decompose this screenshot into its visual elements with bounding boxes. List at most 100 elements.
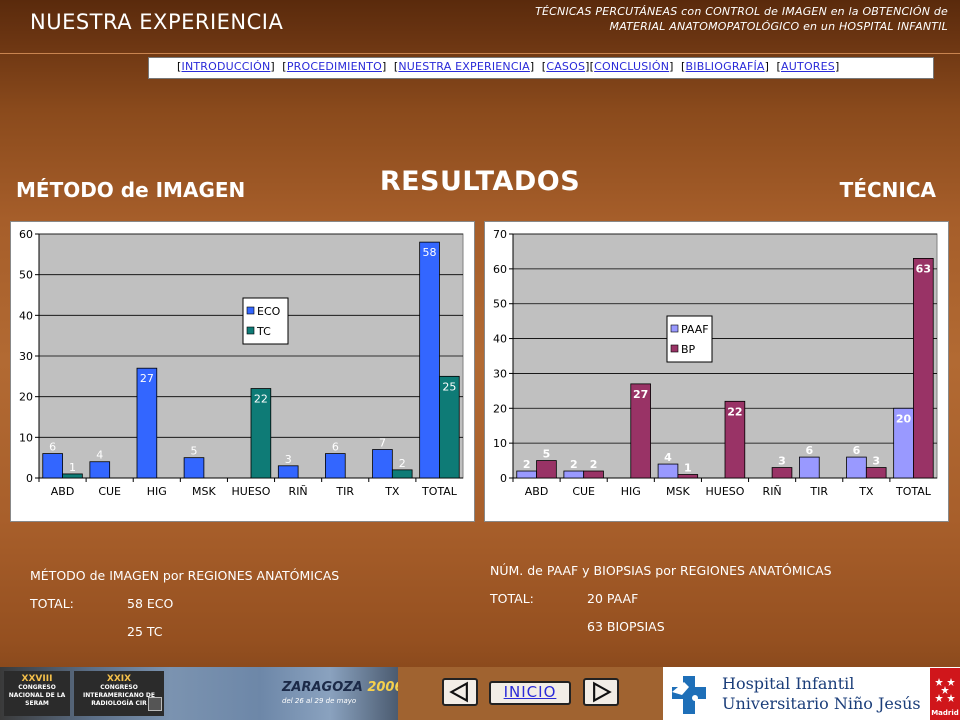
data-label: 6 — [49, 441, 56, 454]
y-tick-label: 70 — [493, 228, 507, 241]
y-tick-label: 40 — [19, 309, 33, 322]
madrid-stars-icon: Madrid — [931, 678, 959, 717]
y-tick-label: 30 — [493, 367, 507, 380]
hospital-banner — [663, 667, 960, 720]
bar — [563, 470, 585, 479]
bar — [913, 258, 934, 479]
data-label: 22 — [727, 405, 742, 418]
data-label: 27 — [140, 372, 154, 385]
hospital-logo-icon — [672, 676, 706, 714]
technique-chart: 0 10 20 30 40 50 60 70 ABD 2 5 CUE 2 2 HIG 27 MSK 4 1 HUESO… — [484, 221, 949, 522]
bar — [325, 453, 346, 479]
data-label: 4 — [96, 449, 103, 462]
nav-link-nuestra-experiencia[interactable]: NUESTRA EXPERIENCIA — [398, 60, 530, 73]
data-label: 3 — [285, 453, 292, 466]
x-tick-label: HIG — [147, 485, 167, 498]
madrid-logo-text: Madrid — [931, 709, 959, 717]
data-label: 5 — [543, 448, 551, 461]
legend-swatch — [670, 344, 679, 353]
nav-link-bibliografia[interactable]: BIBLIOGRAFÍA — [685, 60, 765, 73]
bar — [391, 469, 413, 479]
legend-label: PAAF — [681, 323, 709, 336]
data-label: 58 — [423, 246, 437, 259]
imaging-total-eco: 58 ECO — [127, 596, 174, 611]
x-tick-label: HUESO — [706, 485, 745, 498]
x-tick-label: TIR — [335, 485, 354, 498]
bar — [865, 467, 887, 479]
nav-link-procedimiento[interactable]: PROCEDIMIENTO — [286, 60, 382, 73]
congress-dates: del 26 al 29 de mayo — [282, 697, 357, 705]
bar — [516, 470, 537, 479]
next-button[interactable] — [583, 678, 619, 706]
subtitle-line-2: MATERIAL ANATOMOPATOLÓGICO en un HOSPITA… — [609, 20, 948, 33]
legend-label: ECO — [257, 305, 281, 318]
congress-cir-number: XXIX — [106, 674, 132, 684]
data-label: 6 — [806, 444, 814, 457]
bar — [277, 465, 299, 479]
bar — [419, 241, 440, 479]
data-label: 4 — [664, 451, 672, 464]
madrid-logo: Madrid — [930, 668, 960, 720]
y-tick-label: 20 — [19, 391, 33, 404]
bar — [771, 467, 793, 479]
bar — [630, 383, 651, 479]
x-tick-label: RIÑ — [763, 485, 782, 498]
data-label: 7 — [379, 437, 386, 450]
x-tick-label: TX — [384, 485, 400, 498]
left-chart-heading: MÉTODO de IMAGEN — [16, 178, 246, 202]
header: NUESTRA EXPERIENCIA TÉCNICAS PERCUTÁNEAS… — [0, 0, 960, 52]
bar — [439, 375, 460, 479]
bar — [677, 474, 699, 479]
legend-label: BP — [681, 343, 696, 356]
previous-button[interactable] — [442, 678, 478, 706]
x-tick-label: ABD — [525, 485, 549, 498]
y-tick-label: 40 — [493, 333, 507, 346]
legend-swatch — [670, 324, 679, 333]
data-label: 63 — [916, 262, 931, 275]
legend: ECO TC — [242, 297, 289, 345]
bar — [42, 453, 63, 479]
bar — [724, 400, 746, 479]
technique-total-biopsias: 63 BIOPSIAS — [587, 619, 665, 634]
x-tick-label: TX — [858, 485, 874, 498]
x-tick-label: MSK — [192, 485, 216, 498]
home-button[interactable]: INICIO — [489, 681, 571, 705]
data-label: 3 — [872, 455, 880, 468]
nav-link-conclusion[interactable]: CONCLUSIÓN — [594, 60, 670, 73]
imaging-total-label: TOTAL: — [30, 596, 74, 611]
y-tick-label: 0 — [26, 472, 33, 485]
nav-link-autores[interactable]: AUTORES — [781, 60, 835, 73]
data-label: 6 — [853, 444, 861, 457]
data-label: 27 — [633, 388, 648, 401]
data-label: 5 — [190, 445, 197, 458]
congress-seram-text: CONGRESO NACIONAL DE LA SERAM — [8, 684, 66, 707]
congress-city: ZARAGOZA 2006 — [282, 680, 404, 695]
nav-link-introduccion[interactable]: INTRODUCCIÓN — [181, 60, 271, 73]
bar — [583, 470, 604, 479]
x-tick-label: TOTAL — [895, 485, 932, 498]
x-tick-label: ABD — [51, 485, 75, 498]
data-label: 2 — [570, 458, 578, 471]
technique-summary-title: NÚM. de PAAF y BIOPSIAS por REGIONES ANA… — [490, 563, 832, 578]
imaging-method-summary: MÉTODO de IMAGEN por REGIONES ANATÓMICAS… — [30, 562, 339, 646]
bar — [846, 456, 867, 479]
congress-cir-text: CONGRESO INTERAMERICANO DE RADIOLOGÍA CI… — [83, 684, 155, 707]
y-tick-label: 0 — [500, 472, 507, 485]
data-label: 2 — [399, 457, 406, 470]
data-label: 6 — [332, 441, 339, 454]
x-tick-label: RIÑ — [289, 485, 308, 498]
nav-link-casos[interactable]: CASOS — [546, 60, 586, 73]
header-divider — [0, 53, 960, 54]
x-tick-label: HIG — [621, 485, 641, 498]
data-label: 25 — [442, 380, 456, 393]
y-tick-label: 20 — [493, 402, 507, 415]
bar — [62, 473, 83, 479]
data-label: 1 — [684, 462, 692, 475]
y-tick-label: 50 — [493, 298, 507, 311]
bar — [89, 461, 111, 479]
imaging-summary-title: MÉTODO de IMAGEN por REGIONES ANATÓMICAS — [30, 568, 340, 583]
technique-total-paaf: 20 PAAF — [587, 591, 639, 606]
hospital-name-line-2: Universitario Niño Jesús — [722, 694, 921, 713]
hospital-name: Hospital Infantil Universitario Niño Jes… — [722, 674, 921, 714]
